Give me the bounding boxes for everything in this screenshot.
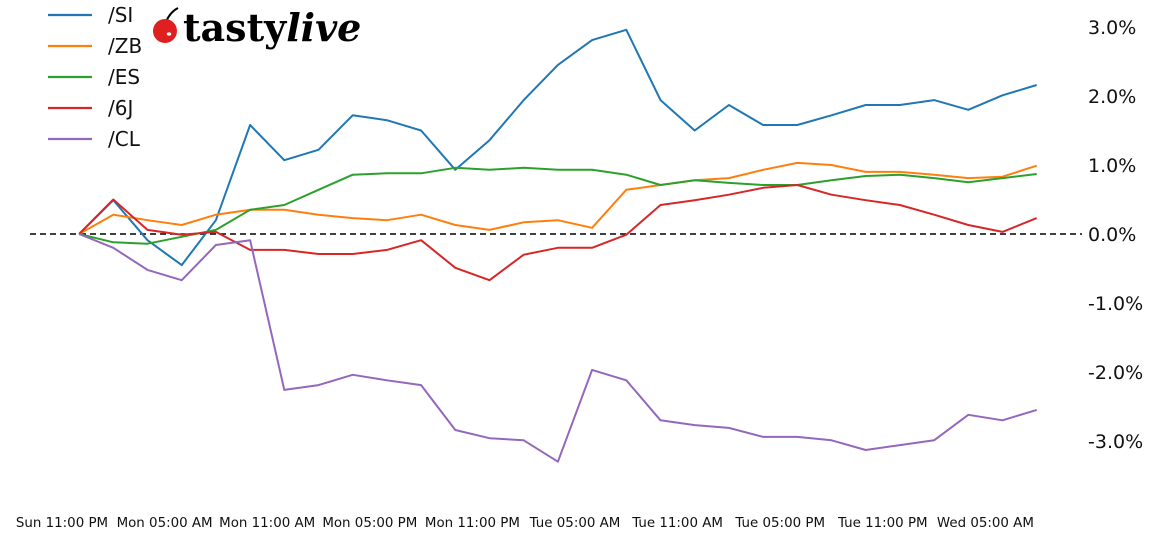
x-tick-label: Tue 11:00 PM: [837, 516, 928, 531]
x-tick-label: Mon 05:00 AM: [117, 516, 213, 531]
legend-item: /ZB: [48, 34, 142, 58]
legend-label: /6J: [108, 96, 133, 120]
x-tick-label: Mon 11:00 PM: [425, 516, 520, 531]
series-line-zb: [78, 161, 1038, 235]
legend-item: /ES: [48, 65, 140, 89]
y-tick-label: -2.0%: [1088, 362, 1143, 384]
y-axis-labels: 3.0% 2.0% 1.0% 0.0% -1.0% -2.0% -3.0%: [1088, 17, 1143, 453]
x-tick-label: Mon 11:00 AM: [219, 516, 315, 531]
x-tick-label: Wed 05:00 AM: [937, 516, 1034, 531]
x-tick-label: Tue 11:00 AM: [631, 516, 723, 531]
legend-label: /CL: [108, 127, 141, 151]
y-tick-label: 0.0%: [1088, 224, 1136, 246]
legend-item: /6J: [48, 96, 133, 120]
legend-label: /ZB: [108, 34, 142, 58]
series-line-6j: [78, 184, 1038, 282]
tastylive-logo: tastylive: [153, 5, 361, 50]
x-tick-label: Tue 05:00 AM: [529, 516, 621, 531]
series-layer: [78, 28, 1038, 463]
legend-label: /ES: [108, 65, 140, 89]
series-line-si: [78, 28, 1037, 267]
legend-label: /SI: [108, 3, 133, 27]
legend: /SI/ZB/ES/6J/CL: [48, 3, 142, 151]
x-tick-label: Mon 05:00 PM: [322, 516, 417, 531]
y-tick-label: -3.0%: [1088, 431, 1143, 453]
y-tick-label: 3.0%: [1088, 17, 1136, 39]
cherry-icon: [153, 7, 179, 43]
x-tick-label: Sun 11:00 PM: [16, 516, 108, 531]
y-tick-label: 1.0%: [1088, 155, 1136, 177]
legend-item: /CL: [48, 127, 141, 151]
x-axis-labels: Sun 11:00 PM Mon 05:00 AM Mon 11:00 AM Mon …: [16, 516, 1034, 531]
logo-text: tastylive: [183, 5, 361, 50]
x-tick-label: Tue 05:00 PM: [734, 516, 825, 531]
y-tick-label: -1.0%: [1088, 293, 1143, 315]
series-line-cl: [78, 233, 1037, 463]
legend-item: /SI: [48, 3, 133, 27]
y-tick-label: 2.0%: [1088, 86, 1136, 108]
series-line-es: [78, 166, 1037, 245]
